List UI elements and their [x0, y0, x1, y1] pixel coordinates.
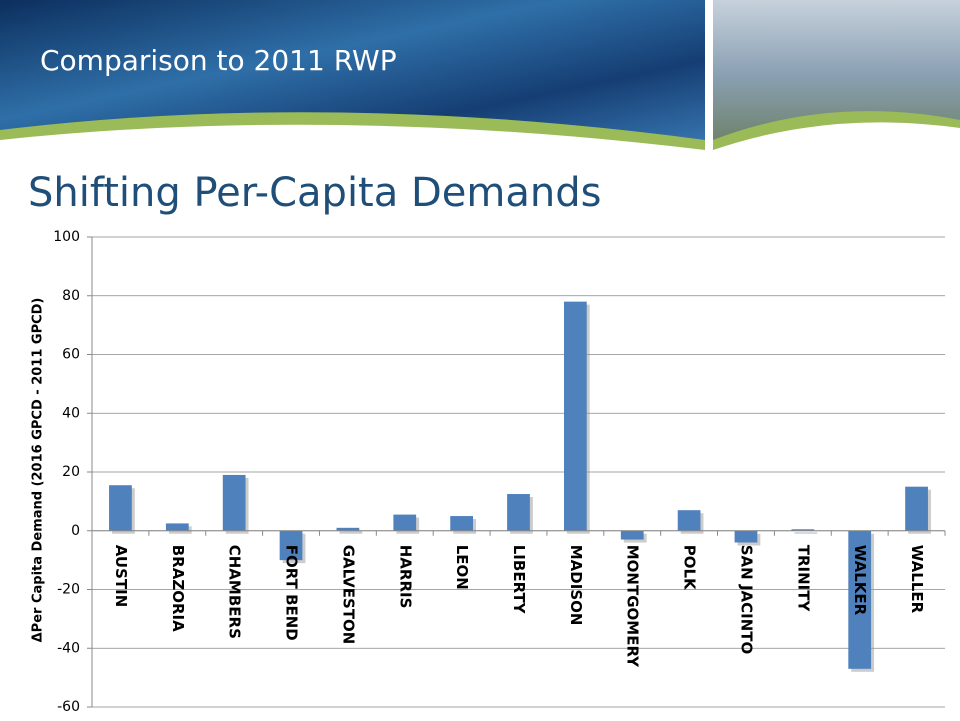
x-tick-label: GALVESTON	[339, 545, 357, 645]
y-tick-label: 80	[62, 288, 80, 304]
x-tick-label: WALLER	[908, 545, 926, 614]
bar-shadow	[340, 531, 363, 534]
bar	[109, 485, 132, 531]
bar	[507, 494, 530, 531]
bar	[564, 302, 587, 531]
x-tick-label: LIBERTY	[510, 545, 528, 615]
x-tick-label: FORT BEND	[283, 545, 301, 641]
bar	[735, 531, 758, 543]
bar	[450, 516, 473, 531]
x-tick-label: LEON	[453, 545, 471, 590]
x-tick-label: SAN JACINTO	[737, 545, 755, 655]
x-tick-label: MONTGOMERY	[624, 545, 642, 668]
x-tick-label: POLK	[681, 545, 699, 591]
x-tick-label: CHAMBERS	[226, 545, 244, 639]
bar	[166, 523, 189, 530]
y-tick-label: 60	[62, 347, 80, 363]
bar	[905, 487, 928, 531]
y-tick-label: 0	[71, 523, 80, 539]
bar	[678, 510, 701, 531]
y-tick-label: 40	[62, 405, 80, 421]
bar	[393, 515, 416, 531]
y-tick-label: -60	[57, 699, 80, 715]
x-tick-label: HARRIS	[396, 545, 414, 609]
bar-shadow	[794, 532, 817, 533]
y-tick-label: -40	[57, 640, 80, 656]
slide-title: Shifting Per-Capita Demands	[28, 170, 601, 216]
x-tick-label: MADISON	[567, 545, 585, 626]
x-tick-label: TRINITY	[794, 545, 812, 613]
y-tick-label: -20	[57, 582, 80, 598]
slide: Comparison to 2011 RWP Shifting Per-Capi…	[0, 0, 960, 721]
bar	[621, 531, 644, 540]
y-tick-label: 100	[53, 229, 80, 245]
bar	[223, 475, 246, 531]
x-tick-label: BRAZORIA	[169, 545, 187, 632]
x-tick-label: WALKER	[851, 545, 869, 616]
header-title: Comparison to 2011 RWP	[40, 44, 397, 77]
y-axis-label: ΔPer Capita Demand (2016 GPCD - 2011 GPC…	[31, 298, 46, 643]
x-tick-label: AUSTIN	[112, 545, 130, 608]
y-tick-label: 20	[62, 464, 80, 480]
